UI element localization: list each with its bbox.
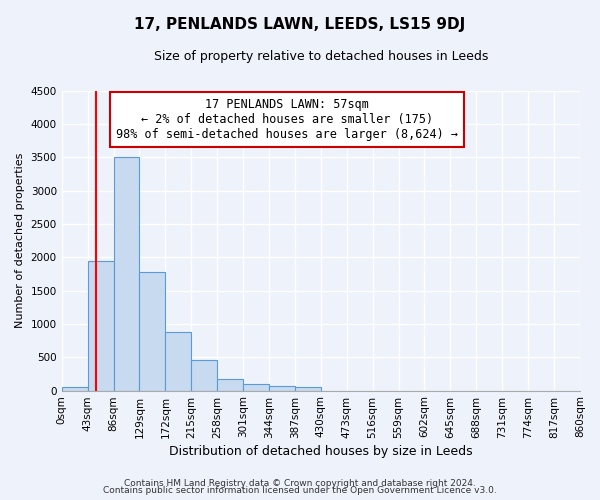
Bar: [295, 387, 321, 390]
Bar: [88, 260, 113, 390]
Title: Size of property relative to detached houses in Leeds: Size of property relative to detached ho…: [154, 50, 488, 63]
Bar: [217, 379, 243, 390]
Bar: [113, 157, 139, 390]
Bar: [62, 387, 88, 390]
Text: Contains public sector information licensed under the Open Government Licence v3: Contains public sector information licen…: [103, 486, 497, 495]
Y-axis label: Number of detached properties: Number of detached properties: [15, 153, 25, 328]
Bar: [166, 332, 191, 390]
Text: 17, PENLANDS LAWN, LEEDS, LS15 9DJ: 17, PENLANDS LAWN, LEEDS, LS15 9DJ: [134, 18, 466, 32]
X-axis label: Distribution of detached houses by size in Leeds: Distribution of detached houses by size …: [169, 444, 473, 458]
Text: 17 PENLANDS LAWN: 57sqm
← 2% of detached houses are smaller (175)
98% of semi-de: 17 PENLANDS LAWN: 57sqm ← 2% of detached…: [116, 98, 458, 141]
Bar: [243, 384, 269, 390]
Bar: [269, 386, 295, 390]
Bar: [139, 272, 166, 390]
Text: Contains HM Land Registry data © Crown copyright and database right 2024.: Contains HM Land Registry data © Crown c…: [124, 478, 476, 488]
Bar: [191, 360, 217, 390]
